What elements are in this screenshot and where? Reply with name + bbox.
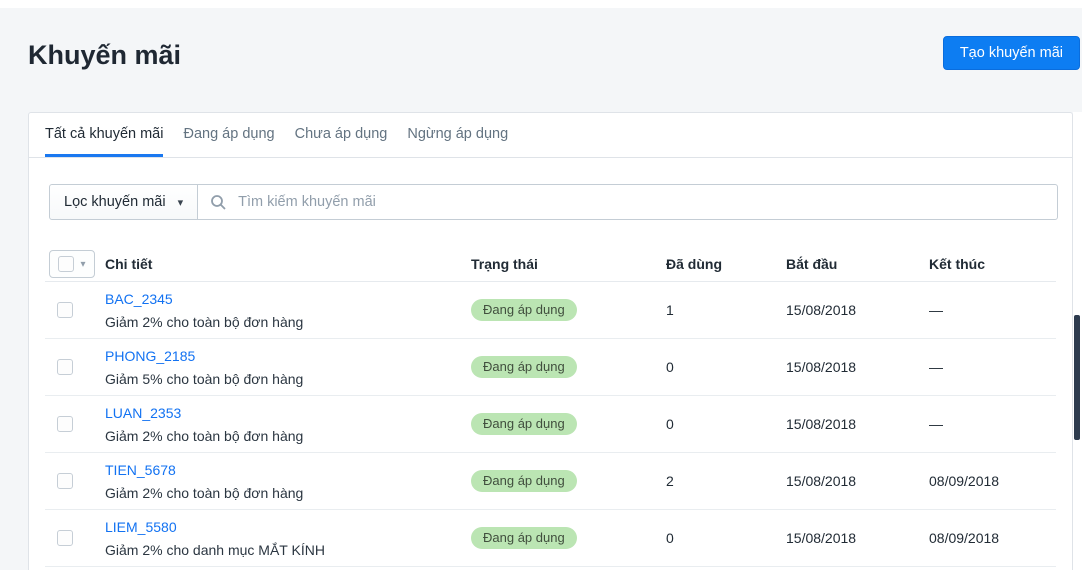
filter-button-label: Lọc khuyến mãi [64, 194, 166, 210]
column-header-used: Đã dùng [666, 256, 786, 272]
used-count: 0 [666, 530, 786, 546]
promotion-description: Giảm 5% cho toàn bộ đơn hàng [105, 369, 471, 389]
end-date: — [929, 416, 1056, 432]
promotion-code-link[interactable]: PHONG_2185 [105, 346, 195, 366]
page-title: Khuyến mãi [28, 36, 181, 74]
row-checkbox[interactable] [57, 530, 73, 546]
column-header-status: Trạng thái [471, 256, 666, 272]
table-row: PHONG_2185 Giảm 5% cho toàn bộ đơn hàng … [45, 339, 1056, 396]
tab-active[interactable]: Đang áp dụng [183, 113, 274, 157]
tab-not-applied[interactable]: Chưa áp dụng [295, 113, 388, 157]
table-row: BAC_2345 Giảm 2% cho toàn bộ đơn hàng Đa… [45, 282, 1056, 339]
status-badge: Đang áp dụng [471, 470, 577, 492]
filter-promotions-button[interactable]: Lọc khuyến mãi ▾ [49, 184, 198, 220]
start-date: 15/08/2018 [786, 359, 929, 375]
promotion-code-link[interactable]: BAC_2345 [105, 289, 173, 309]
start-date: 15/08/2018 [786, 302, 929, 318]
promotion-code-link[interactable]: LUAN_2353 [105, 403, 181, 423]
tab-all-promotions[interactable]: Tất cả khuyến mãi [45, 113, 163, 157]
select-all-dropdown[interactable]: ▾ [49, 250, 95, 278]
row-checkbox[interactable] [57, 416, 73, 432]
used-count: 2 [666, 473, 786, 489]
start-date: 15/08/2018 [786, 530, 929, 546]
start-date: 15/08/2018 [786, 473, 929, 489]
used-count: 0 [666, 359, 786, 375]
chevron-down-icon: ▾ [178, 196, 184, 209]
search-field-wrapper [197, 184, 1058, 220]
end-date: 08/09/2018 [929, 473, 1056, 489]
promotion-description: Giảm 2% cho toàn bộ đơn hàng [105, 312, 471, 332]
promotions-table: ▾ Chi tiết Trạng thái Đã dùng Bắt đầu Kế… [29, 247, 1072, 567]
promotion-code-link[interactable]: LIEM_5580 [105, 517, 177, 537]
promotion-code-link[interactable]: TIEN_5678 [105, 460, 176, 480]
status-badge: Đang áp dụng [471, 299, 577, 321]
tab-bar: Tất cả khuyến mãi Đang áp dụng Chưa áp d… [29, 113, 1072, 158]
filter-row: Lọc khuyến mãi ▾ [49, 184, 1058, 220]
table-header-row: ▾ Chi tiết Trạng thái Đã dùng Bắt đầu Kế… [45, 247, 1056, 282]
create-promotion-button[interactable]: Tạo khuyến mãi [943, 36, 1080, 70]
tab-stopped[interactable]: Ngừng áp dụng [407, 113, 508, 157]
used-count: 0 [666, 416, 786, 432]
promotion-description: Giảm 2% cho toàn bộ đơn hàng [105, 426, 471, 446]
row-checkbox[interactable] [57, 359, 73, 375]
row-checkbox[interactable] [57, 473, 73, 489]
table-row: TIEN_5678 Giảm 2% cho toàn bộ đơn hàng Đ… [45, 453, 1056, 510]
promotion-description: Giảm 2% cho danh mục MẮT KÍNH [105, 540, 471, 560]
status-badge: Đang áp dụng [471, 356, 577, 378]
promotions-card: Tất cả khuyến mãi Đang áp dụng Chưa áp d… [28, 112, 1073, 570]
chevron-down-icon: ▾ [80, 259, 85, 270]
row-checkbox[interactable] [57, 302, 73, 318]
start-date: 15/08/2018 [786, 416, 929, 432]
promotion-description: Giảm 2% cho toàn bộ đơn hàng [105, 483, 471, 503]
status-badge: Đang áp dụng [471, 413, 577, 435]
scrollbar-thumb[interactable] [1074, 315, 1080, 440]
status-badge: Đang áp dụng [471, 527, 577, 549]
column-header-start: Bắt đầu [786, 256, 929, 272]
column-header-end: Kết thúc [929, 256, 1056, 272]
end-date: 08/09/2018 [929, 530, 1056, 546]
table-row: LIEM_5580 Giảm 2% cho danh mục MẮT KÍNH … [45, 510, 1056, 567]
column-header-detail: Chi tiết [105, 256, 471, 272]
table-row: LUAN_2353 Giảm 2% cho toàn bộ đơn hàng Đ… [45, 396, 1056, 453]
page-header: Khuyến mãi Tạo khuyến mãi [0, 8, 1082, 74]
select-all-checkbox[interactable] [58, 256, 74, 272]
end-date: — [929, 359, 1056, 375]
search-icon [210, 194, 226, 210]
used-count: 1 [666, 302, 786, 318]
end-date: — [929, 302, 1056, 318]
top-nav-edge [0, 0, 1082, 8]
search-input[interactable] [197, 184, 1058, 220]
